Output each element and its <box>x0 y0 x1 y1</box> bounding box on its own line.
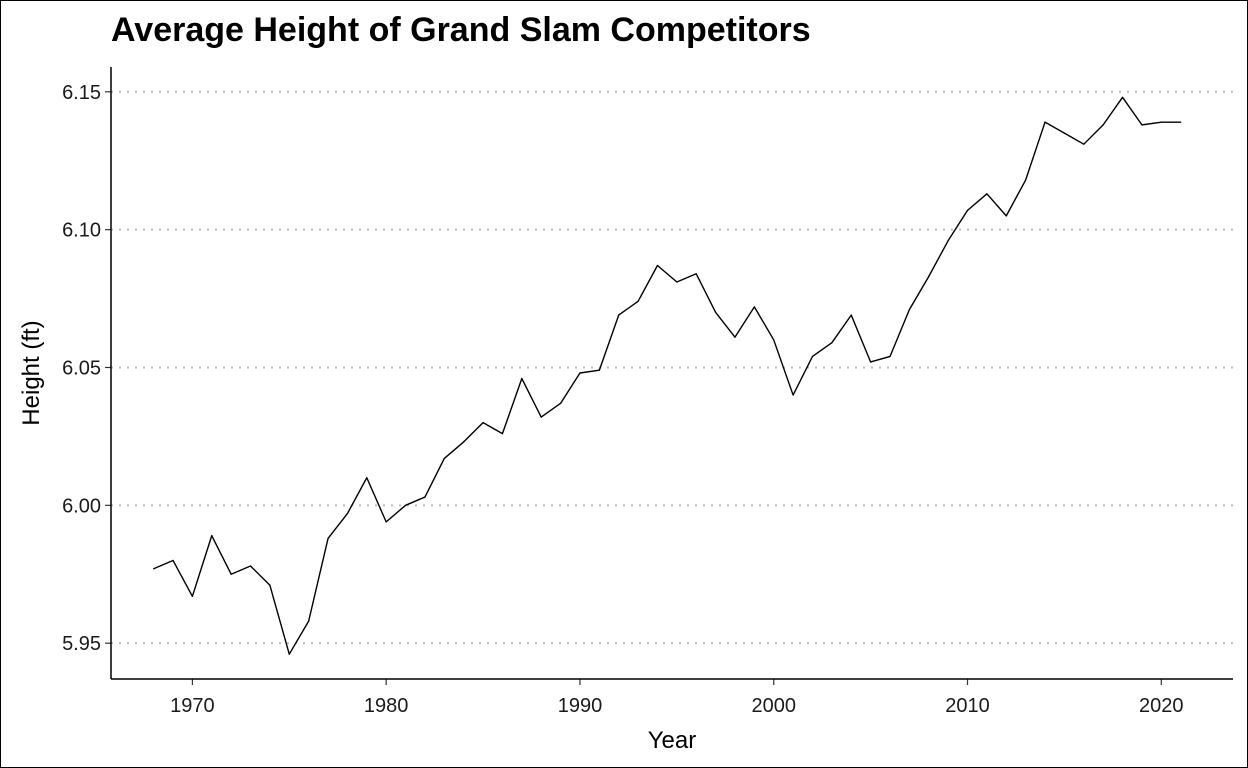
data-point <box>1102 124 1104 126</box>
data-point <box>424 496 426 498</box>
data-point <box>792 394 794 396</box>
data-point <box>230 573 232 575</box>
data-point <box>346 512 349 515</box>
data-point <box>501 433 504 435</box>
data-point <box>870 361 872 363</box>
data-point <box>637 300 639 302</box>
series-layer <box>153 96 1182 655</box>
x-tick-label: 2010 <box>945 695 990 717</box>
gridlines <box>111 90 1233 645</box>
x-tick-label: 2000 <box>751 695 796 717</box>
data-point <box>366 477 368 479</box>
data-point <box>753 306 755 308</box>
y-tick-label: 6.00 <box>62 495 101 517</box>
data-point <box>327 537 329 540</box>
data-point <box>773 339 775 341</box>
data-point <box>811 355 814 358</box>
data-point <box>831 342 833 344</box>
data-point <box>695 273 697 275</box>
series-line <box>153 96 1181 655</box>
data-point <box>947 240 949 242</box>
data-point <box>656 264 659 267</box>
data-point <box>1044 121 1046 123</box>
data-point <box>521 377 523 380</box>
data-point <box>1025 179 1027 181</box>
data-point <box>269 584 271 586</box>
data-point <box>1180 121 1182 123</box>
data-point <box>211 535 213 537</box>
y-tick-label: 6.15 <box>62 82 101 104</box>
data-point <box>676 281 678 283</box>
axes: 5.95 6.00 6.05 6.10 6.15 1970 1980 1990 2000 2010… <box>62 67 1233 717</box>
x-tick-label: 1970 <box>170 695 215 717</box>
x-tick-label: 2020 <box>1139 695 1184 717</box>
data-point <box>1063 132 1066 134</box>
data-point <box>540 416 542 418</box>
data-point <box>966 209 969 211</box>
data-point <box>482 422 484 424</box>
data-point <box>404 504 407 506</box>
data-point <box>986 193 988 195</box>
data-point <box>1141 124 1143 126</box>
data-point <box>559 402 562 404</box>
data-point <box>249 565 252 567</box>
chart-title: Average Height of Grand Slam Competitors <box>111 11 811 49</box>
data-point <box>928 275 930 278</box>
data-point <box>734 336 736 338</box>
data-point <box>579 372 581 374</box>
data-point <box>191 595 193 597</box>
data-point <box>385 521 387 523</box>
data-point <box>889 355 891 358</box>
data-point <box>463 441 465 443</box>
data-point <box>1160 121 1162 123</box>
y-tick-label: 5.95 <box>62 633 101 655</box>
data-point <box>308 620 310 622</box>
data-point <box>1121 96 1124 98</box>
data-point <box>443 457 445 460</box>
data-point <box>850 314 852 316</box>
data-point <box>618 314 620 316</box>
x-tick-label: 1980 <box>364 695 409 717</box>
data-point <box>908 308 910 311</box>
x-axis-title: Year <box>648 727 697 754</box>
data-point <box>172 559 174 562</box>
y-tick-label: 6.10 <box>62 220 101 242</box>
y-tick-label: 6.05 <box>62 357 101 379</box>
axis-labels: Year Height (ft) <box>18 320 696 754</box>
data-point <box>153 568 155 570</box>
data-point <box>715 311 717 313</box>
data-point <box>598 369 600 371</box>
data-point <box>1005 215 1007 217</box>
x-tick-label: 1990 <box>558 695 603 717</box>
data-point <box>1083 143 1085 145</box>
data-point <box>288 653 290 655</box>
y-axis-title: Height (ft) <box>18 320 45 425</box>
